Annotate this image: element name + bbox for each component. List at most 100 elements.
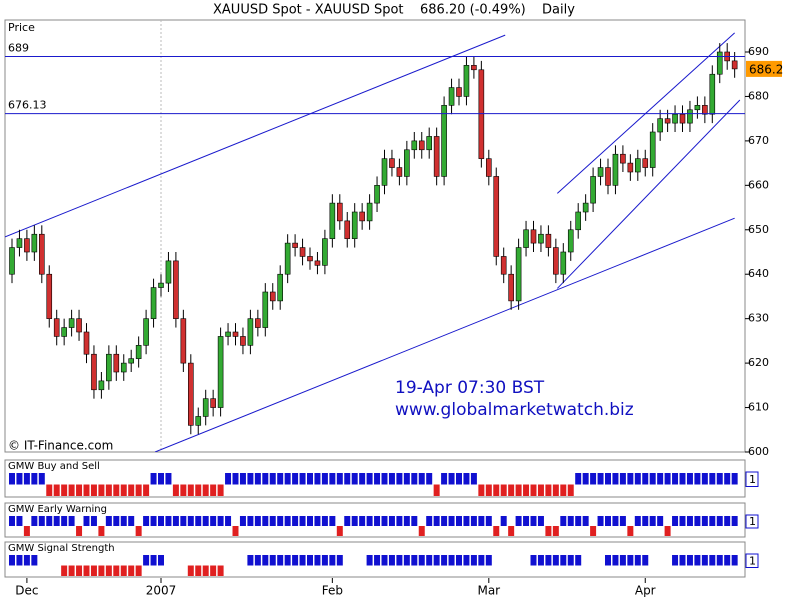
indicator-block (448, 473, 455, 485)
candle-body (709, 73, 716, 115)
candle-body (120, 362, 127, 373)
indicator-block (537, 516, 544, 526)
indicator-block (113, 565, 120, 576)
indicator-block (523, 516, 530, 526)
candle-body (359, 211, 365, 222)
copyright: © IT-Finance.com (8, 439, 113, 453)
indicator-block (195, 516, 202, 526)
indicator-block (120, 565, 127, 576)
indicator-block (396, 516, 403, 526)
indicator-block (336, 473, 343, 485)
indicator-block (16, 473, 23, 485)
indicator-name: GMW Buy and Sell (8, 461, 100, 472)
indicator-block (195, 484, 202, 496)
level-label: 676.13 (8, 99, 47, 112)
candle-body (702, 105, 708, 115)
indicator-block (284, 516, 291, 526)
indicator-block (545, 484, 552, 496)
candle-body (657, 118, 663, 133)
indicator-block (158, 516, 164, 526)
indicator-block (418, 473, 425, 485)
indicator-block (158, 473, 164, 485)
indicator-block (374, 473, 381, 485)
candle-body (456, 87, 462, 97)
indicator-block (560, 516, 567, 526)
indicator-block (292, 555, 299, 566)
indicator-block (105, 484, 112, 496)
candle-body (508, 273, 514, 302)
indicator-block (366, 555, 373, 566)
indicator-block (679, 555, 686, 566)
indicator-block (61, 484, 68, 496)
indicator-block (254, 555, 261, 566)
indicator-block (210, 516, 217, 526)
candle-body (173, 260, 179, 319)
indicator-block (508, 526, 515, 536)
indicator-tick-box (745, 514, 759, 529)
indicator-block (329, 473, 336, 485)
candle-body (255, 318, 261, 328)
candle-body (113, 353, 120, 373)
indicator-block (359, 516, 366, 526)
candle-body (322, 238, 328, 266)
indicator-block (76, 565, 83, 576)
trendline (557, 32, 735, 194)
indicator-block (202, 484, 209, 496)
indicator-block (38, 473, 45, 485)
candle-body (53, 318, 60, 337)
indicator-block (68, 565, 75, 576)
indicator-block (396, 473, 403, 485)
indicator-block (552, 484, 559, 496)
indicator-block (53, 516, 60, 526)
indicator-block (321, 473, 328, 485)
indicator-block (299, 516, 306, 526)
indicator-block (314, 473, 321, 485)
indicator-block (336, 526, 343, 536)
indicator-block (344, 473, 351, 485)
x-tick-label: Dec (15, 584, 38, 598)
indicator-block (165, 473, 172, 485)
indicator-block (150, 473, 157, 485)
indicator-block (709, 473, 716, 485)
indicator-block (307, 473, 313, 485)
candle-body (247, 318, 254, 346)
candle-body (351, 211, 358, 239)
indicator-block (16, 555, 23, 566)
indicator-block (374, 516, 381, 526)
y-tick-label: 670 (748, 134, 769, 147)
candle-body (679, 113, 686, 124)
candle-body (195, 416, 202, 426)
candle-body (76, 318, 82, 333)
indicator-block (478, 555, 485, 566)
candle-body (46, 273, 53, 319)
indicator-block (23, 473, 30, 485)
indicator-block (523, 484, 530, 496)
indicator-block (456, 516, 462, 526)
indicator-block (254, 473, 261, 485)
indicator-block (143, 555, 150, 566)
candle-body (649, 131, 656, 168)
indicator-block (344, 516, 351, 526)
indicator-block (366, 473, 373, 485)
trendline (556, 99, 741, 289)
indicator-block (128, 565, 135, 576)
x-tick-label: Feb (322, 584, 343, 598)
indicator-block (418, 555, 425, 566)
indicator-tick-label: 1 (749, 473, 756, 486)
trendline (5, 34, 506, 238)
indicator-block (202, 565, 209, 576)
candle-body (389, 158, 395, 168)
indicator-tick-box (745, 553, 759, 568)
indicator-block (105, 565, 112, 576)
y-tick-label: 630 (748, 312, 769, 325)
candle-body (68, 318, 75, 328)
indicator-block (724, 473, 731, 485)
candle-body (83, 331, 90, 355)
candle-body (404, 149, 410, 177)
indicator-block (247, 516, 254, 526)
y-axis-title: Price (8, 21, 35, 34)
candle-body (418, 140, 425, 151)
indicator-block (277, 473, 284, 485)
candle-body (471, 65, 477, 71)
indicator-block (560, 555, 567, 566)
